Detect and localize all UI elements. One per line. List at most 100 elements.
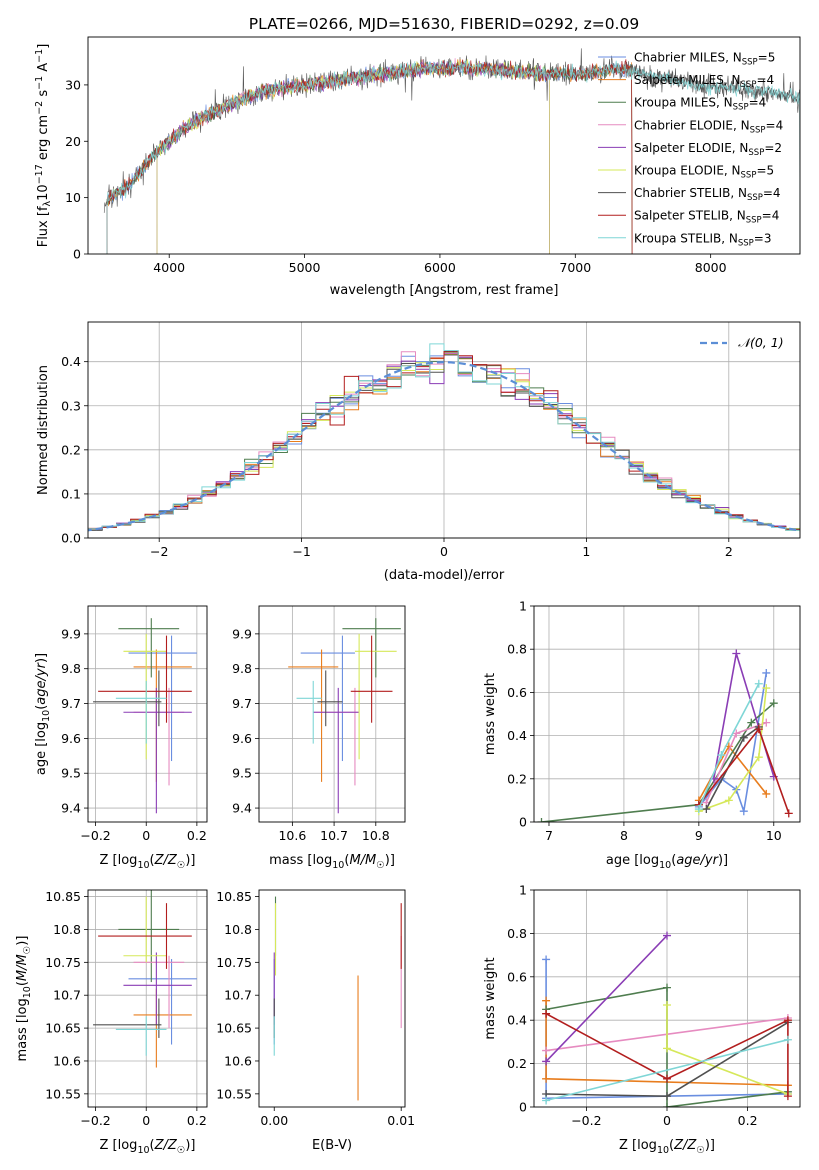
y-tick-label: 9.8 [232, 661, 252, 676]
label-part: age [log [34, 722, 49, 775]
label-part: 10 [657, 1145, 669, 1156]
model-spectrum-line [106, 60, 633, 254]
model-spectrum-line [106, 58, 633, 254]
y-tick-label: 1 [519, 599, 527, 614]
weight-marker [739, 807, 748, 816]
y-tick-label: 0.2 [507, 771, 527, 786]
grid [88, 606, 207, 822]
label-part: age [log [606, 853, 659, 868]
y-tick-label: 0.2 [61, 442, 81, 457]
x-tick-label: 0.2 [187, 1113, 207, 1128]
grid [88, 890, 207, 1107]
x-tick-label: −0.2 [571, 1113, 601, 1128]
label-part: −1 [34, 49, 45, 63]
x-tick-label: 10.8 [362, 828, 390, 843]
weight-marker [783, 1035, 792, 1044]
label-part: =4 [766, 118, 784, 132]
label-part: SSP [738, 238, 754, 248]
label-part: 10 [22, 986, 33, 998]
y-axis-label: mass [log10(M/M☉)] [15, 936, 33, 1062]
panel-age-vs-mass: 10.6 10.7 10.8 9.4 9.5 9.6 9.7 9.8 9.9 mass [log1… [232, 605, 406, 871]
axes-frame [533, 889, 801, 1108]
y-tick-label: 0.8 [507, 926, 527, 941]
weight-marker [717, 751, 726, 760]
x-tick-label: 7000 [559, 260, 591, 275]
weight-marker [762, 718, 771, 727]
weight-marker [762, 684, 771, 693]
label-part: 10 [36, 184, 51, 201]
x-tick-label: −0.2 [80, 828, 110, 843]
x-tick-label: 8 [620, 828, 628, 843]
y-tick-label: 10.55 [216, 1086, 252, 1101]
label-part: )] [185, 853, 195, 868]
label-part: −17 [34, 164, 45, 184]
weight-marker [663, 931, 671, 940]
y-tick-label: 20 [65, 134, 81, 149]
label-part: SSP [746, 216, 762, 226]
legend-label: Salpeter MILES, NSSP=4 [634, 73, 774, 90]
model-spectrum-line [156, 59, 550, 254]
label-part: ☉ [376, 860, 385, 871]
weight-marker [762, 668, 771, 677]
legend-label: Chabrier ELODIE, NSSP=4 [634, 118, 783, 135]
weight-marker [542, 1057, 551, 1066]
weight-marker [784, 809, 793, 818]
plot-area [273, 896, 402, 1101]
y-tick-label: 0.1 [61, 486, 81, 501]
label-part: Salpeter MILES, N [634, 73, 741, 87]
weight-marker [542, 1074, 551, 1083]
label-part: Z [log [100, 853, 138, 868]
y-tick-label: 0.4 [507, 728, 527, 743]
weight-marker [732, 729, 741, 738]
label-part: Z [log [619, 1138, 657, 1153]
label-part: )] [385, 853, 395, 868]
label-part: erg cm [36, 115, 51, 164]
x-axis-label: age [log10(age/yr)] [606, 853, 728, 871]
weight-marker [783, 1092, 792, 1101]
label-part: SSP [750, 125, 766, 135]
label-part: )] [185, 1138, 195, 1153]
x-tick-label: −2 [150, 544, 168, 559]
label-part: Kroupa ELODIE, N [634, 164, 741, 178]
label-part: SSP [733, 103, 749, 113]
label-part: M/M [15, 954, 30, 981]
y-tick-label: 9.8 [61, 661, 81, 676]
y-tick-label: 10.75 [45, 955, 81, 970]
label-part: 10 [659, 860, 671, 871]
label-part: ☉ [177, 860, 186, 871]
label-part: ( [15, 981, 30, 986]
label-part: Chabrier STELIB, N [634, 186, 747, 200]
axes-frame [533, 605, 801, 823]
label-part: )] [705, 1138, 715, 1153]
label-part: )] [15, 936, 30, 946]
x-tick-label: 2 [725, 544, 733, 559]
model-spectrum-line [106, 60, 800, 254]
label-part: Salpeter ELODIE, N [634, 141, 748, 155]
legend-label: Kroupa MILES, NSSP=4 [634, 96, 766, 113]
panel-mass-vs-Z: −0.2 0 0.2 10.55 10.6 10.65 10.7 10.75 10.8 10.85… [15, 889, 208, 1156]
weight-marker [754, 753, 763, 762]
y-tick-label: 9.5 [61, 766, 81, 781]
label-part: SSP [747, 193, 763, 203]
weight-marker [694, 805, 703, 814]
legend-label: Salpeter ELODIE, NSSP=2 [634, 141, 782, 158]
label-part: s [36, 90, 51, 101]
y-tick-label: 0.8 [507, 642, 527, 657]
y-tick-label: 0.4 [61, 354, 81, 369]
weight-marker [732, 649, 741, 658]
label-part: Z/Z [154, 853, 178, 868]
weight-marker [542, 996, 551, 1005]
x-tick-label: 0 [440, 544, 448, 559]
weight-marker [747, 718, 756, 727]
label-part: M/M [349, 853, 376, 868]
label-part: )] [718, 853, 728, 868]
y-tick-label: 0.3 [61, 398, 81, 413]
plot-area [542, 931, 792, 1107]
label-part: Chabrier ELODIE, N [634, 118, 750, 132]
y-tick-label: 1 [519, 883, 527, 898]
label-part: =4 [763, 186, 781, 200]
y-tick-label: 0.0 [61, 531, 81, 546]
x-axis-label: wavelength [Angstrom, rest frame] [330, 283, 559, 298]
x-tick-label: 0 [142, 828, 150, 843]
